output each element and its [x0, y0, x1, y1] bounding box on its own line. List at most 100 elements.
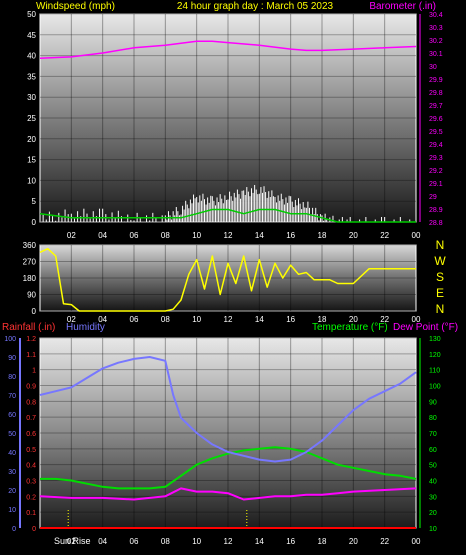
temperature-tick: 40	[429, 479, 437, 486]
low-x-tick: 16	[286, 537, 295, 546]
windspeed-tick: 0	[32, 218, 37, 227]
top-x-tick: 14	[255, 231, 264, 240]
direction-tick: 90	[27, 291, 36, 300]
low-x-tick: 00	[412, 537, 421, 546]
windspeed-tick: 40	[27, 52, 36, 61]
low-x-tick: 18	[318, 537, 327, 546]
top-x-tick: 12	[224, 231, 233, 240]
top-x-tick: 00	[412, 231, 421, 240]
rainfall-tick: 0.1	[26, 510, 36, 517]
barometer-tick: 29.2	[429, 168, 443, 175]
dir-x-tick: 14	[255, 315, 264, 324]
temperature-tick: 80	[429, 415, 437, 422]
direction-tick: 270	[23, 258, 37, 267]
top-x-tick: 20	[349, 231, 358, 240]
humidity-tick: 80	[8, 374, 16, 381]
dir-x-tick: 12	[224, 315, 233, 324]
dir-x-tick: 22	[380, 315, 389, 324]
humidity-tick: 0	[12, 526, 16, 533]
humidity-tick: 50	[8, 431, 16, 438]
barometer-tick: 30.3	[429, 25, 443, 32]
barometer-tick: 30	[429, 64, 437, 71]
temperature-line	[40, 446, 417, 490]
rainfall-tick: 0.6	[26, 431, 36, 438]
temperature-tick: 90	[429, 399, 437, 406]
direction-tick: 360	[23, 241, 37, 250]
top-x-tick: 18	[318, 231, 327, 240]
direction-tick: 180	[23, 274, 37, 283]
windspeed-tick: 45	[27, 31, 36, 40]
low-x-tick: 02	[67, 537, 76, 546]
temperature-tick: 130	[429, 336, 441, 343]
humidity-tick: 100	[4, 336, 16, 343]
top-x-tick: 22	[380, 231, 389, 240]
barometer-tick: 30.1	[429, 51, 443, 58]
windspeed-tick: 25	[27, 114, 36, 123]
dir-x-tick: 00	[412, 315, 421, 324]
low-x-tick: 12	[224, 537, 233, 546]
rainfall-tick: 0	[32, 526, 36, 533]
rainfall-tick: 0.7	[26, 415, 36, 422]
rainfall-tick: 0.8	[26, 399, 36, 406]
windspeed-tick: 5	[32, 197, 37, 206]
humidity-tick: 20	[8, 488, 16, 495]
barometer-tick: 29.7	[429, 103, 443, 110]
temperature-tick: 120	[429, 352, 441, 359]
sunrise-label: Sun Rise	[54, 536, 91, 546]
low-x-tick: 22	[380, 537, 389, 546]
graph-title: 24 hour graph day : March 05 2023	[177, 1, 334, 12]
direction-panel	[39, 244, 417, 312]
humidity-tick: 40	[8, 450, 16, 457]
direction-E: E	[436, 286, 444, 300]
top-x-tick: 10	[192, 231, 201, 240]
low-x-tick: 10	[192, 537, 201, 546]
barometer-tick: 29.8	[429, 90, 443, 97]
rainfall-tick: 0.9	[26, 384, 36, 391]
temperature-label: Temperature (°F)	[312, 322, 388, 333]
windspeed-label: Windspeed (mph)	[36, 1, 115, 12]
direction-S: S	[436, 270, 444, 284]
barometer-tick: 29.4	[429, 142, 443, 149]
barometer-tick: 29.3	[429, 155, 443, 162]
barometer-tick: 30.2	[429, 38, 443, 45]
barometer-tick: 29.9	[429, 77, 443, 84]
dir-x-tick: 20	[349, 315, 358, 324]
temperature-tick: 110	[429, 368, 440, 375]
barometer-tick: 28.8	[429, 220, 443, 227]
low-x-tick: 20	[349, 537, 358, 546]
humidity-tick: 90	[8, 355, 16, 362]
top-x-tick: 04	[98, 231, 107, 240]
dewpoint-label: Dew Point (°F)	[393, 322, 458, 333]
rainfall-tick: 0.4	[26, 463, 36, 470]
top-x-tick: 06	[130, 231, 139, 240]
barometer-tick: 29.1	[429, 181, 443, 188]
rainfall-tick: 0.2	[26, 494, 36, 501]
low-x-tick: 04	[98, 537, 107, 546]
windspeed-tick: 50	[27, 10, 36, 19]
direction-N-bottom: N	[436, 302, 445, 316]
temperature-tick: 60	[429, 447, 437, 454]
dir-x-tick: 10	[192, 315, 201, 324]
dewpoint-line	[39, 487, 417, 501]
windspeed-tick: 30	[27, 93, 36, 102]
humidity-line	[39, 356, 417, 463]
barometer-tick: 30.4	[429, 12, 443, 19]
barometer-label: Barometer (.in)	[369, 1, 436, 12]
low-x-tick: 06	[130, 537, 139, 546]
temperature-tick: 10	[429, 526, 437, 533]
dir-x-tick: 04	[98, 315, 107, 324]
humidity-label: Humidity	[66, 322, 105, 333]
temperature-tick: 30	[429, 494, 437, 501]
temperature-tick: 20	[429, 510, 437, 517]
barometer-tick: 29	[429, 194, 437, 201]
humidity-tick: 10	[8, 507, 16, 514]
barometer-line	[39, 40, 417, 59]
rainfall-tick: 1.2	[26, 336, 36, 343]
top-x-tick: 02	[67, 231, 76, 240]
rainfall-tick: 0.5	[26, 447, 36, 454]
windspeed-tick: 20	[27, 135, 36, 144]
direction-W: W	[434, 254, 446, 268]
direction-N: N	[436, 238, 445, 252]
rainfall-label: Rainfall (.in)	[2, 322, 55, 333]
dir-x-tick: 02	[67, 315, 76, 324]
